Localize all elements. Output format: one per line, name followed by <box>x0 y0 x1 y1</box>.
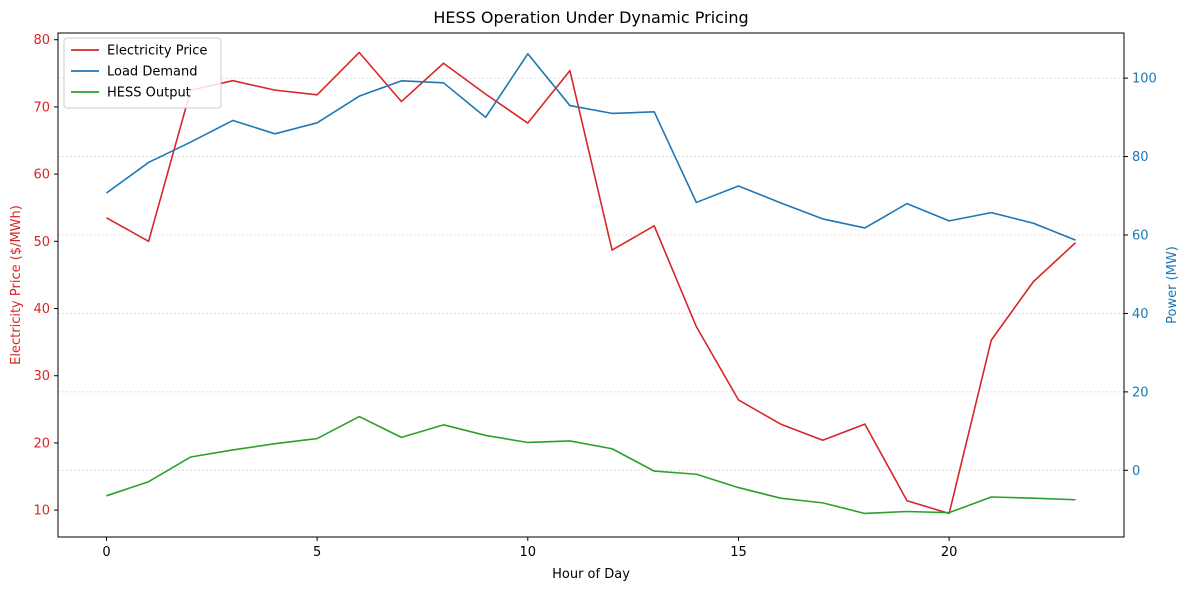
x-axis: 0 5 10 15 20 <box>102 537 957 560</box>
x-axis-label: Hour of Day <box>552 567 630 582</box>
y-right-tick-label: 80 <box>1132 150 1149 165</box>
legend-label: HESS Output <box>107 86 191 101</box>
legend-box <box>63 37 222 109</box>
series-layer <box>105 51 1077 515</box>
left-axis: 10 20 30 40 50 60 70 80 <box>33 33 58 519</box>
plot-frame <box>57 32 1125 538</box>
legend-label: Load Demand <box>107 65 197 80</box>
y-left-tick-label: 30 <box>33 369 50 384</box>
x-tick-label: 20 <box>941 545 958 560</box>
right-axis: 0 20 40 60 80 100 <box>1124 72 1157 479</box>
y-left-tick-label: 70 <box>33 100 50 115</box>
y-axis-left-label: Electricity Price ($/MWh) <box>9 205 24 365</box>
y-right-tick-label: 40 <box>1132 307 1149 322</box>
y-right-tick-label: 60 <box>1132 228 1149 243</box>
grid-layer <box>58 77 1124 471</box>
y-left-tick-label: 40 <box>33 302 50 317</box>
chart-title: HESS Operation Under Dynamic Pricing <box>433 8 748 27</box>
legend-label: Electricity Price <box>107 44 207 59</box>
y-left-tick-label: 10 <box>33 504 50 519</box>
y-left-tick-label: 60 <box>33 168 50 183</box>
y-left-tick-label: 20 <box>33 436 50 451</box>
x-tick-label: 10 <box>520 545 537 560</box>
y-right-tick-label: 0 <box>1132 464 1140 479</box>
series-line-hess-output <box>106 415 1076 515</box>
series-line-electricity-price <box>106 51 1077 515</box>
y-right-tick-label: 20 <box>1132 385 1149 400</box>
y-left-tick-label: 50 <box>33 235 50 250</box>
y-left-tick-label: 80 <box>33 33 50 48</box>
legend: Electricity Price Load Demand HESS Output <box>63 37 222 109</box>
y-right-tick-label: 100 <box>1132 72 1157 87</box>
series-line-load-demand <box>105 52 1076 241</box>
x-tick-label: 15 <box>730 545 747 560</box>
y-axis-right-label: Power (MW) <box>1165 246 1180 324</box>
x-tick-label: 5 <box>313 545 321 560</box>
x-tick-label: 0 <box>102 545 110 560</box>
